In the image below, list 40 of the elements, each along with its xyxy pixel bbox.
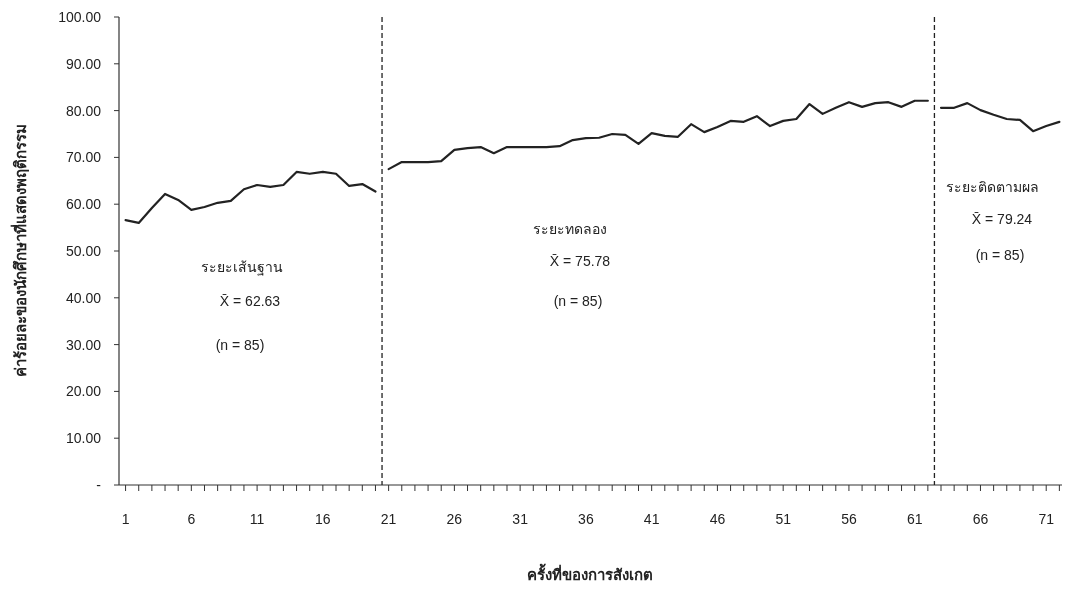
annotation: X̄ = 75.78 xyxy=(549,253,611,269)
x-axis-title: ครั้งที่ของการสังเกต xyxy=(527,563,653,583)
line-series xyxy=(124,170,377,225)
x-tick-label: 56 xyxy=(841,511,857,527)
annotation: ระยะติดตามผล xyxy=(945,179,1039,195)
line-series xyxy=(939,102,1061,133)
annotation: (n = 85) xyxy=(215,337,265,353)
x-tick-label: 46 xyxy=(709,511,726,527)
y-tick-label: - xyxy=(96,477,102,493)
x-tick-label: 11 xyxy=(249,511,265,527)
y-tick-label: 40.00 xyxy=(65,289,102,306)
x-tick-label: 36 xyxy=(578,511,594,527)
y-tick-label: 20.00 xyxy=(65,383,102,400)
x-tick-label: 6 xyxy=(187,511,196,527)
x-tick-label: 66 xyxy=(972,511,989,527)
x-tick-label: 51 xyxy=(775,511,792,527)
line-series xyxy=(387,99,929,171)
y-axis-title: ค่าร้อยละของนักศึกษาที่แสดงพฤติกรรม xyxy=(10,123,29,377)
x-tick-label: 26 xyxy=(446,511,463,527)
y-tick-label: 80.00 xyxy=(65,102,102,119)
annotation: ระยะทดลอง xyxy=(533,221,607,237)
x-tick-label: 31 xyxy=(512,511,529,527)
y-tick-label: 50.00 xyxy=(65,243,102,259)
y-tick-label: 30.00 xyxy=(65,336,102,353)
x-tick-label: 71 xyxy=(1038,511,1055,527)
x-tick-label: 1 xyxy=(121,511,130,527)
annotation: (n = 85) xyxy=(975,247,1025,263)
y-tick-label: 10.00 xyxy=(65,430,102,447)
y-tick-label: 100.00 xyxy=(58,9,102,25)
annotation: (n = 85) xyxy=(553,293,603,309)
x-tick-label: 16 xyxy=(315,511,331,527)
x-tick-label: 61 xyxy=(906,511,923,527)
y-tick-label: 70.00 xyxy=(65,149,102,166)
y-tick-label: 90.00 xyxy=(65,55,102,72)
annotation: X̄ = 79.24 xyxy=(971,211,1033,227)
annotation: X̄ = 62.63 xyxy=(219,293,281,309)
x-tick-label: 21 xyxy=(380,511,397,527)
annotation: ระยะเส้นฐาน xyxy=(201,259,283,276)
y-tick-label: 60.00 xyxy=(65,196,102,213)
x-tick-label: 41 xyxy=(643,511,660,527)
